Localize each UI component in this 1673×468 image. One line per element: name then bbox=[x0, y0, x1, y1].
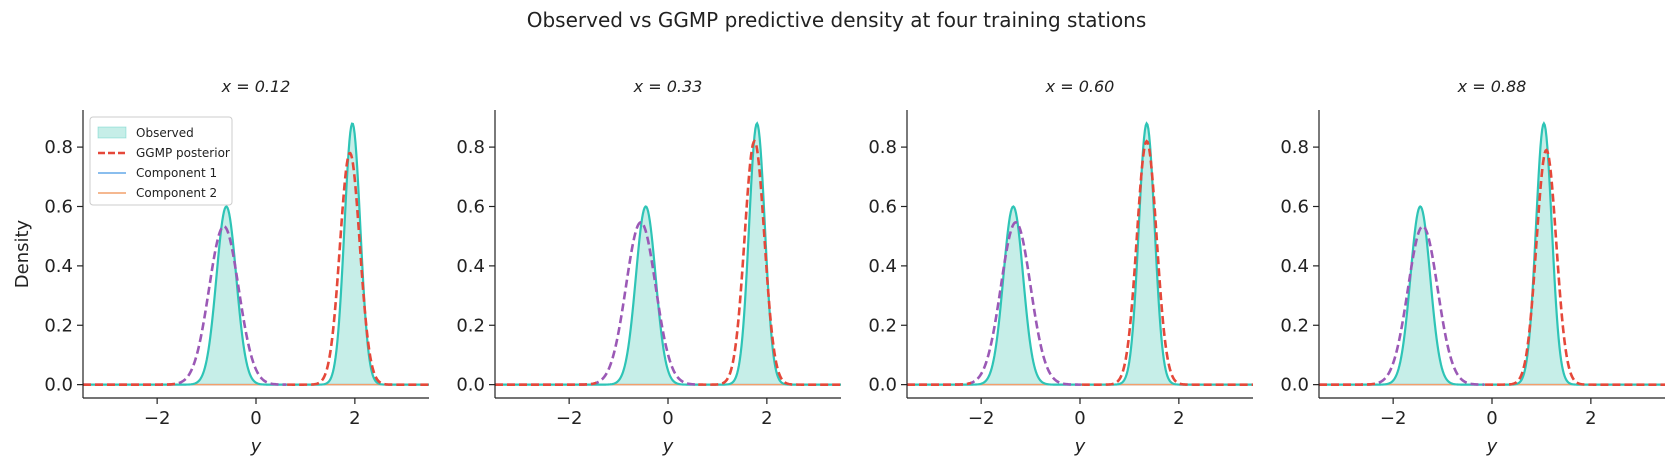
panel-title: x = 0.60 bbox=[1045, 77, 1115, 96]
x-axis-label: y bbox=[250, 436, 262, 457]
legend-label: GGMP posterior bbox=[136, 146, 230, 160]
legend: Observed GGMP posterior Component 1 Compone… bbox=[89, 116, 233, 206]
legend-box bbox=[89, 116, 233, 206]
x-tick-label: −2 bbox=[968, 408, 995, 429]
y-tick-label: 0.4 bbox=[44, 256, 73, 277]
y-tick-label: 0.6 bbox=[44, 196, 73, 217]
legend-label: Observed bbox=[136, 126, 194, 140]
ggmp-posterior-line-left bbox=[495, 221, 698, 386]
y-tick-label: 0.2 bbox=[456, 315, 485, 336]
observed-area bbox=[1319, 123, 1665, 385]
x-tick-label: −2 bbox=[1380, 408, 1407, 429]
y-tick-label: 0.8 bbox=[1280, 137, 1309, 158]
observed-area bbox=[907, 123, 1253, 385]
panel-title: x = 0.33 bbox=[633, 77, 703, 96]
plot-area bbox=[907, 121, 1253, 386]
y-tick-label: 0.4 bbox=[868, 256, 897, 277]
y-tick-label: 0.8 bbox=[44, 137, 73, 158]
y-tick-label: 0.6 bbox=[456, 196, 485, 217]
y-tick-label: 0.0 bbox=[456, 375, 485, 396]
y-tick-label: 0.8 bbox=[456, 137, 485, 158]
ggmp-posterior-line-right bbox=[1485, 148, 1665, 386]
x-axis-label: y bbox=[1486, 436, 1498, 457]
y-tick-label: 0.0 bbox=[1280, 375, 1309, 396]
y-tick-label: 0.6 bbox=[1280, 196, 1309, 217]
ggmp-posterior-tail bbox=[83, 381, 180, 386]
y-tick-label: 0.4 bbox=[456, 256, 485, 277]
x-tick-label: −2 bbox=[144, 408, 171, 429]
observed-line bbox=[495, 121, 841, 386]
x-tick-label: 0 bbox=[1074, 408, 1085, 429]
ggmp-posterior-tail bbox=[1319, 381, 1379, 386]
plot-area bbox=[83, 122, 429, 386]
legend-label: Component 1 bbox=[136, 166, 217, 180]
panel-2: −2 0 2 0.0 0.2 0.4 0.6 0.8 x = 0.33 y bbox=[456, 77, 841, 457]
y-tick-label: 0.2 bbox=[44, 315, 73, 336]
observed-line bbox=[83, 122, 429, 386]
x-tick-label: −2 bbox=[556, 408, 583, 429]
legend-label: Component 2 bbox=[136, 186, 217, 200]
ggmp-posterior-tail bbox=[495, 381, 597, 386]
x-tick-label: 0 bbox=[662, 408, 673, 429]
x-tick-label: 2 bbox=[761, 408, 772, 429]
x-tick-label: 2 bbox=[1585, 408, 1596, 429]
x-tick-label: 0 bbox=[250, 408, 261, 429]
observed-line bbox=[1319, 121, 1665, 386]
panel-1: −2 0 2 0.0 0.2 0.4 0.6 0.8 x = 0.12 y Density Obser… bbox=[12, 77, 429, 457]
panel-title: x = 0.88 bbox=[1457, 77, 1527, 96]
ggmp-posterior-line-right bbox=[1081, 139, 1253, 386]
y-tick-label: 0.0 bbox=[868, 375, 897, 396]
ggmp-posterior-tail bbox=[907, 381, 972, 386]
observed-line bbox=[907, 121, 1253, 386]
ggmp-posterior-line-left bbox=[83, 224, 287, 386]
x-tick-label: 2 bbox=[1173, 408, 1184, 429]
legend-swatch-observed bbox=[97, 126, 127, 139]
y-tick-label: 0.8 bbox=[868, 137, 897, 158]
figure-title: Observed vs GGMP predictive density at f… bbox=[526, 8, 1147, 32]
observed-area bbox=[83, 123, 429, 385]
y-tick-label: 0.0 bbox=[44, 375, 73, 396]
observed-area bbox=[495, 123, 841, 385]
x-tick-label: 0 bbox=[1486, 408, 1497, 429]
panel-title: x = 0.12 bbox=[221, 77, 291, 96]
y-tick-label: 0.6 bbox=[868, 196, 897, 217]
plot-area bbox=[1319, 121, 1665, 386]
y-axis-label: Density bbox=[12, 219, 33, 288]
panel-3: −2 0 2 0.0 0.2 0.4 0.6 0.8 x = 0.60 y bbox=[868, 77, 1253, 457]
y-tick-label: 0.2 bbox=[1280, 315, 1309, 336]
y-tick-label: 0.4 bbox=[1280, 256, 1309, 277]
panel-4: −2 0 2 0.0 0.2 0.4 0.6 0.8 x = 0.88 y bbox=[1280, 77, 1665, 457]
x-axis-label: y bbox=[1074, 436, 1086, 457]
x-tick-label: 2 bbox=[349, 408, 360, 429]
y-tick-label: 0.2 bbox=[868, 315, 897, 336]
x-axis-label: y bbox=[662, 436, 674, 457]
plot-area bbox=[495, 121, 841, 386]
